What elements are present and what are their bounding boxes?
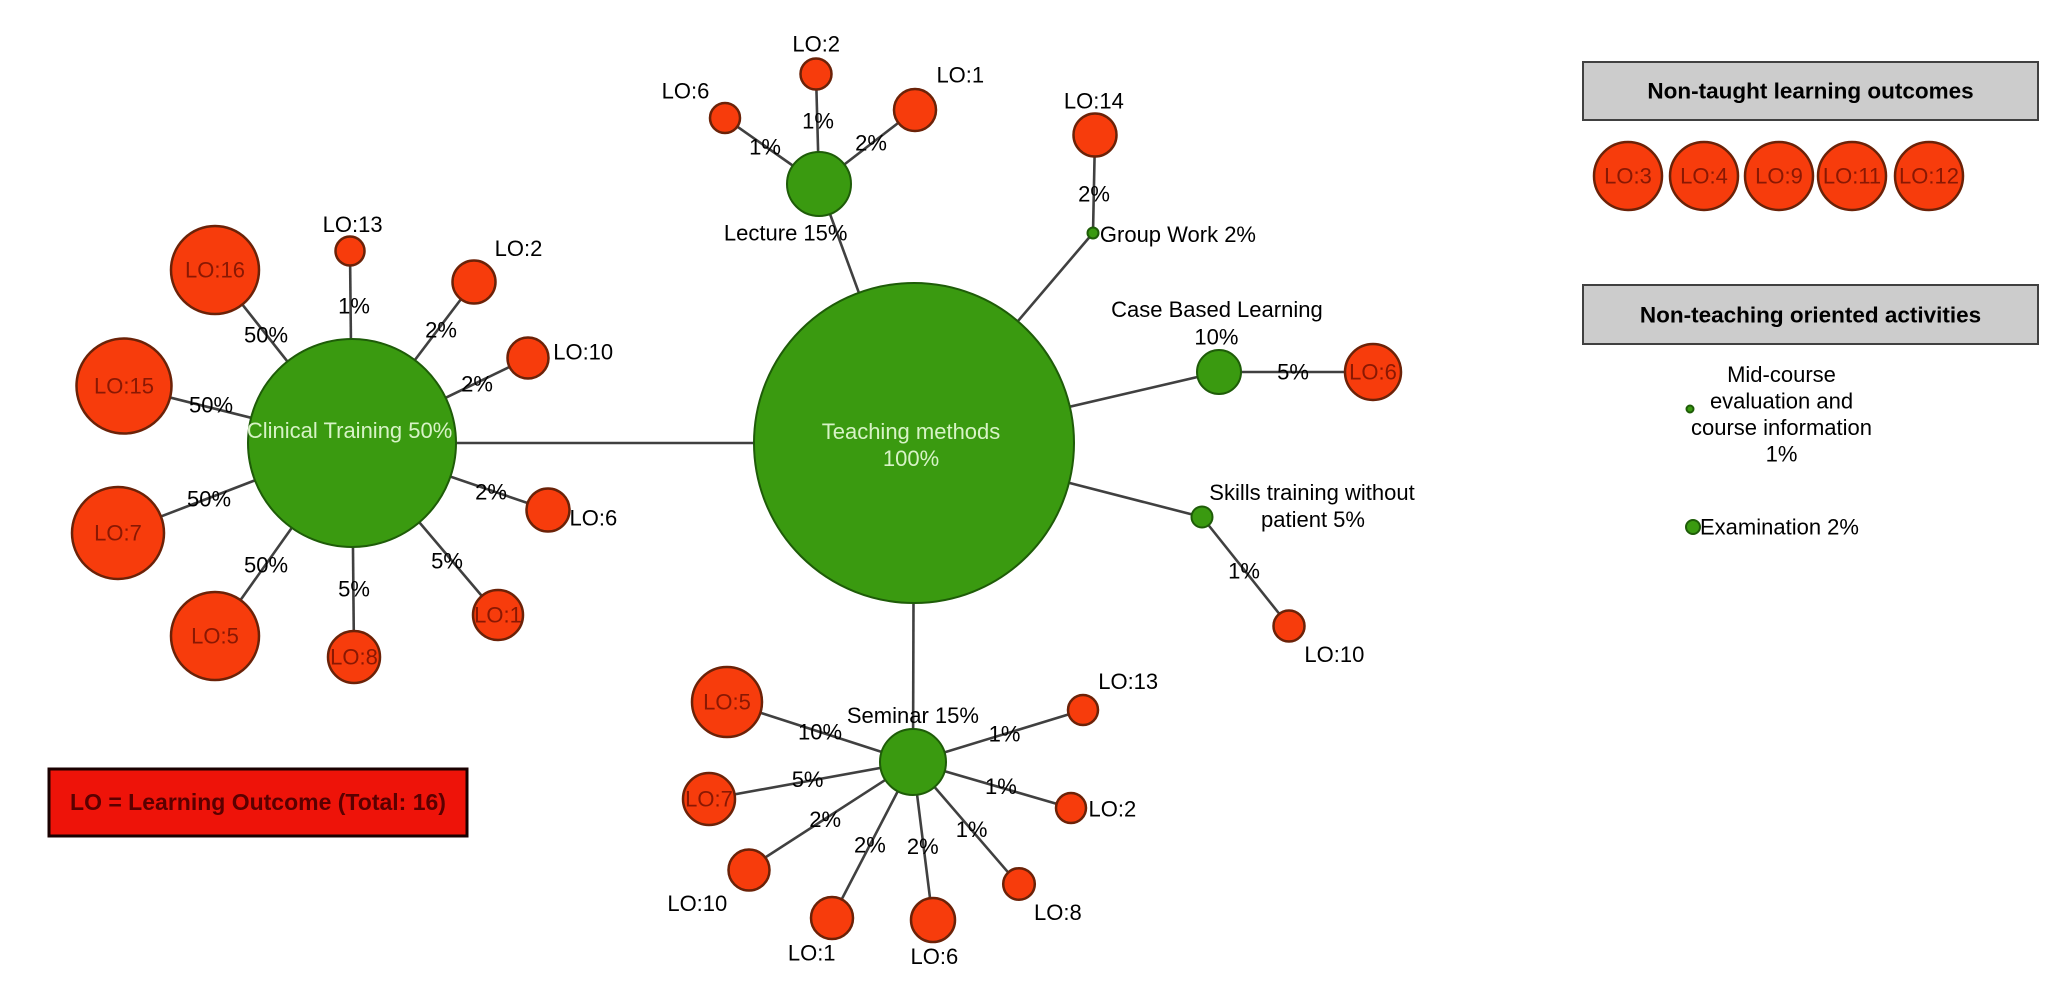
svg-text:LO:6: LO:6 (1349, 360, 1397, 385)
svg-text:2%: 2% (461, 372, 493, 397)
svg-text:50%: 50% (244, 553, 288, 578)
svg-text:1%: 1% (985, 774, 1017, 799)
svg-text:Skills training without: Skills training without (1209, 480, 1414, 505)
svg-text:10%: 10% (1194, 325, 1238, 350)
svg-text:50%: 50% (189, 393, 233, 418)
svg-text:LO:9: LO:9 (1755, 164, 1803, 189)
svg-text:patient 5%: patient 5% (1261, 507, 1365, 532)
svg-text:LO:12: LO:12 (1899, 164, 1959, 189)
svg-text:LO:13: LO:13 (323, 212, 383, 237)
svg-text:5%: 5% (338, 577, 370, 602)
svg-text:2%: 2% (475, 480, 507, 505)
svg-text:100%: 100% (883, 446, 939, 471)
svg-text:LO:10: LO:10 (553, 340, 613, 365)
svg-text:Non-taught learning outcomes: Non-taught learning outcomes (1647, 79, 1973, 104)
svg-text:2%: 2% (907, 834, 939, 859)
svg-text:LO:3: LO:3 (1604, 164, 1652, 189)
svg-text:1%: 1% (338, 294, 370, 319)
svg-text:course information: course information (1691, 415, 1872, 440)
svg-text:1%: 1% (802, 109, 834, 134)
svg-text:10%: 10% (798, 720, 842, 745)
svg-text:LO:8: LO:8 (330, 645, 378, 670)
svg-text:evaluation and: evaluation and (1710, 388, 1853, 413)
svg-text:Case Based Learning: Case Based Learning (1111, 297, 1323, 322)
svg-text:LO:8: LO:8 (1034, 900, 1082, 925)
svg-text:Teaching methods: Teaching methods (822, 419, 1001, 444)
svg-text:5%: 5% (431, 549, 463, 574)
svg-text:LO:6: LO:6 (911, 944, 959, 969)
svg-text:LO:7: LO:7 (685, 787, 733, 812)
svg-text:LO = Learning Outcome (Total:: LO = Learning Outcome (Total: 16) (70, 789, 446, 815)
svg-text:1%: 1% (989, 721, 1021, 746)
svg-text:2%: 2% (809, 807, 841, 832)
svg-text:Group Work 2%: Group Work 2% (1100, 222, 1256, 247)
svg-text:Mid-course: Mid-course (1727, 362, 1836, 387)
svg-text:LO:14: LO:14 (1064, 88, 1124, 113)
svg-text:50%: 50% (187, 487, 231, 512)
svg-text:LO:11: LO:11 (1823, 164, 1881, 189)
svg-text:LO:1: LO:1 (936, 63, 984, 88)
svg-text:Lecture 15%: Lecture 15% (724, 220, 848, 245)
svg-text:LO:4: LO:4 (1680, 164, 1728, 189)
svg-text:1%: 1% (956, 817, 988, 842)
svg-text:2%: 2% (854, 833, 886, 858)
svg-text:LO:6: LO:6 (662, 78, 710, 103)
svg-text:50%: 50% (244, 323, 288, 348)
svg-text:LO:2: LO:2 (1089, 797, 1137, 822)
svg-text:LO:1: LO:1 (788, 941, 836, 966)
svg-text:LO:10: LO:10 (1304, 642, 1364, 667)
svg-text:LO:5: LO:5 (191, 624, 239, 649)
svg-text:LO:6: LO:6 (570, 505, 618, 530)
svg-text:LO:1: LO:1 (474, 603, 522, 628)
svg-text:LO:13: LO:13 (1098, 669, 1158, 694)
svg-text:LO:15: LO:15 (94, 374, 154, 399)
svg-text:5%: 5% (792, 767, 824, 792)
svg-text:Seminar 15%: Seminar 15% (847, 703, 979, 728)
svg-text:2%: 2% (1078, 182, 1110, 207)
svg-text:LO:10: LO:10 (667, 891, 727, 916)
svg-text:LO:5: LO:5 (703, 690, 751, 715)
svg-text:Clinical Training 50%: Clinical Training 50% (247, 418, 452, 443)
svg-text:1%: 1% (749, 135, 781, 160)
svg-text:1%: 1% (1766, 441, 1798, 466)
svg-text:1%: 1% (1228, 559, 1260, 584)
svg-text:LO:2: LO:2 (792, 32, 840, 57)
svg-text:2%: 2% (855, 131, 887, 156)
svg-text:Non-teaching oriented activiti: Non-teaching oriented activities (1640, 303, 1981, 328)
svg-text:LO:16: LO:16 (185, 258, 245, 283)
svg-text:LO:2: LO:2 (495, 236, 543, 261)
svg-text:Examination 2%: Examination 2% (1700, 515, 1859, 540)
svg-text:5%: 5% (1277, 360, 1309, 385)
svg-text:2%: 2% (425, 318, 457, 343)
svg-text:LO:7: LO:7 (94, 521, 142, 546)
